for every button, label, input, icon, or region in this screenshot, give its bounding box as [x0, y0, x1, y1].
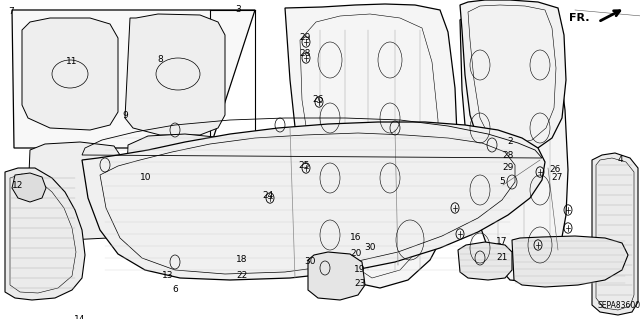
Text: 8: 8	[157, 56, 163, 64]
Text: 2: 2	[507, 137, 513, 146]
Text: FR.: FR.	[570, 13, 590, 23]
Text: 26: 26	[312, 95, 324, 105]
Text: 14: 14	[74, 315, 86, 319]
Polygon shape	[460, 8, 568, 282]
Polygon shape	[512, 236, 628, 287]
Text: 16: 16	[350, 234, 362, 242]
Text: 5: 5	[499, 177, 505, 187]
Text: 22: 22	[236, 271, 248, 279]
Text: 18: 18	[236, 256, 248, 264]
Text: 30: 30	[304, 257, 316, 266]
Text: 11: 11	[67, 57, 77, 66]
Text: 23: 23	[355, 278, 365, 287]
Polygon shape	[82, 122, 545, 280]
Polygon shape	[460, 0, 566, 155]
Bar	[502, 75, 530, 117]
Polygon shape	[308, 252, 365, 300]
Polygon shape	[12, 173, 46, 202]
Text: 3: 3	[235, 5, 241, 14]
Text: 10: 10	[140, 174, 152, 182]
Text: 26: 26	[549, 166, 561, 174]
Polygon shape	[592, 153, 638, 315]
Polygon shape	[27, 142, 122, 240]
Text: 25: 25	[298, 160, 310, 169]
Bar	[502, 20, 530, 62]
Bar	[472, 75, 500, 117]
Text: 29: 29	[502, 164, 514, 173]
Text: SEPA83600: SEPA83600	[598, 300, 640, 309]
Text: 24: 24	[262, 190, 274, 199]
Polygon shape	[125, 134, 238, 250]
Text: 19: 19	[355, 265, 365, 275]
Text: 6: 6	[172, 286, 178, 294]
Polygon shape	[458, 242, 512, 280]
Text: 27: 27	[551, 174, 563, 182]
Polygon shape	[125, 14, 225, 135]
Text: 30: 30	[364, 243, 376, 253]
Bar	[472, 20, 500, 62]
Polygon shape	[5, 168, 85, 300]
Text: 7: 7	[8, 8, 14, 17]
Polygon shape	[12, 10, 255, 148]
Text: 4: 4	[617, 155, 623, 165]
Text: 13: 13	[163, 271, 173, 279]
Text: 28: 28	[300, 49, 310, 58]
Text: 9: 9	[122, 112, 128, 121]
Text: 21: 21	[496, 254, 508, 263]
Text: 20: 20	[350, 249, 362, 258]
Text: 12: 12	[12, 181, 24, 189]
Polygon shape	[285, 4, 458, 288]
Text: 17: 17	[496, 238, 508, 247]
Text: 29: 29	[300, 33, 310, 42]
Polygon shape	[22, 18, 118, 130]
Text: 28: 28	[502, 151, 514, 160]
